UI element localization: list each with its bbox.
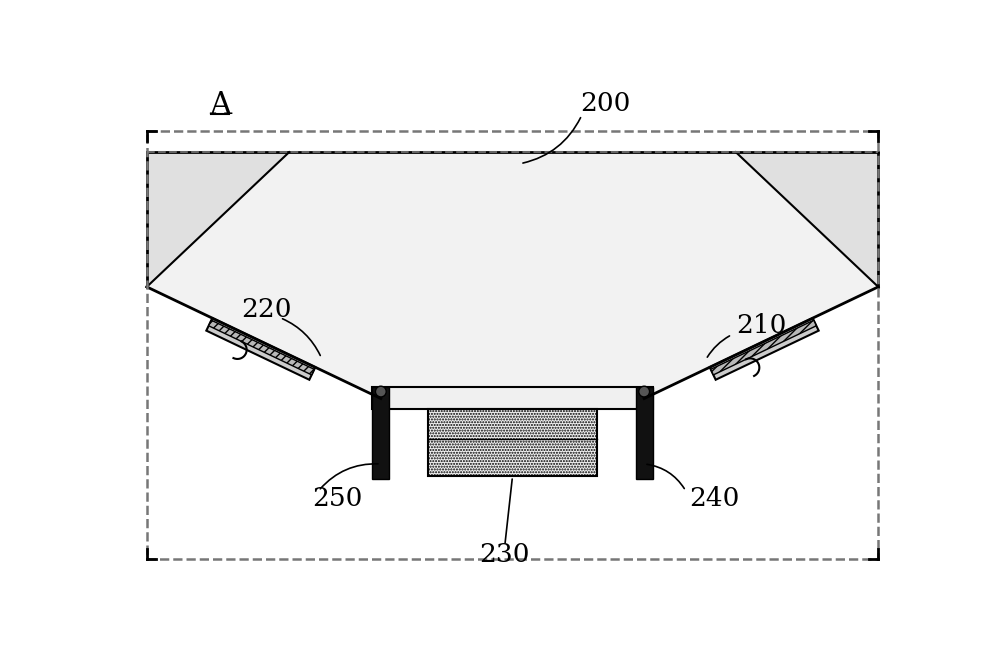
Polygon shape — [736, 152, 878, 287]
Bar — [636, 387, 653, 480]
Text: 220: 220 — [241, 297, 292, 322]
Polygon shape — [209, 320, 314, 375]
Bar — [147, 132, 878, 559]
Text: 240: 240 — [690, 486, 740, 511]
Polygon shape — [147, 152, 289, 287]
Circle shape — [639, 386, 650, 397]
Polygon shape — [206, 318, 315, 380]
Circle shape — [375, 386, 386, 397]
Text: 250: 250 — [312, 486, 363, 511]
Text: A: A — [209, 90, 231, 122]
Bar — [372, 387, 653, 409]
Polygon shape — [147, 152, 878, 399]
Polygon shape — [710, 318, 819, 380]
Text: 210: 210 — [736, 313, 786, 338]
Bar — [428, 409, 597, 476]
Bar — [372, 387, 389, 480]
Text: 230: 230 — [480, 542, 530, 567]
Bar — [147, 132, 878, 559]
Bar — [372, 387, 653, 409]
Polygon shape — [711, 320, 816, 375]
Text: 200: 200 — [580, 91, 630, 116]
